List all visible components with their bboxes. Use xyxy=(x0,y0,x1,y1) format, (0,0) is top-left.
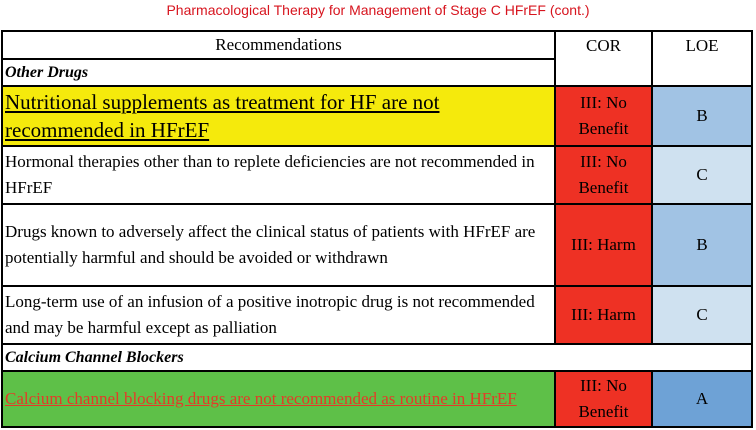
section-row-other-drugs: Other Drugs xyxy=(1,58,752,87)
loe-cell: A xyxy=(651,370,753,428)
section-title-calcium-channel-blockers: Calcium Channel Blockers xyxy=(1,343,753,372)
recommendation-text: Hormonal therapies other than to replete… xyxy=(1,145,556,205)
section-row-calcium-channel-blockers: Calcium Channel Blockers xyxy=(1,343,753,372)
cor-cell: III: No Benefit xyxy=(554,370,653,428)
table-row: Calcium channel blocking drugs are not r… xyxy=(1,370,753,428)
loe-cell: C xyxy=(651,145,753,205)
table-row: Hormonal therapies other than to replete… xyxy=(1,145,753,205)
loe-cell: B xyxy=(651,203,753,287)
table-row: Nutritional supplements as treatment for… xyxy=(1,85,753,147)
table-row: Long-term use of an infusion of a positi… xyxy=(1,285,753,345)
recommendation-text: Long-term use of an infusion of a positi… xyxy=(1,285,556,345)
header-cor: COR xyxy=(554,30,653,87)
cor-cell: III: No Benefit xyxy=(554,145,653,205)
recommendation-text: Calcium channel blocking drugs are not r… xyxy=(1,370,556,428)
page-title: Pharmacological Therapy for Management o… xyxy=(166,2,590,18)
header-recommendations: Recommendations xyxy=(1,30,556,60)
recommendations-table: Recommendations COR LOE Other Drugs Nutr… xyxy=(1,30,753,428)
cor-cell: III: Harm xyxy=(554,285,653,345)
section-title-other-drugs: Other Drugs xyxy=(1,58,556,87)
header-loe: LOE xyxy=(651,30,753,87)
table-row: Drugs known to adversely affect the clin… xyxy=(1,203,753,287)
recommendation-text: Nutritional supplements as treatment for… xyxy=(1,85,556,147)
loe-cell: B xyxy=(651,85,753,147)
recommendation-text: Drugs known to adversely affect the clin… xyxy=(1,203,556,287)
cor-cell: III: Harm xyxy=(554,203,653,287)
cor-cell: III: No Benefit xyxy=(554,85,653,147)
loe-cell: C xyxy=(651,285,753,345)
table-header-row: Recommendations COR LOE xyxy=(1,30,753,87)
